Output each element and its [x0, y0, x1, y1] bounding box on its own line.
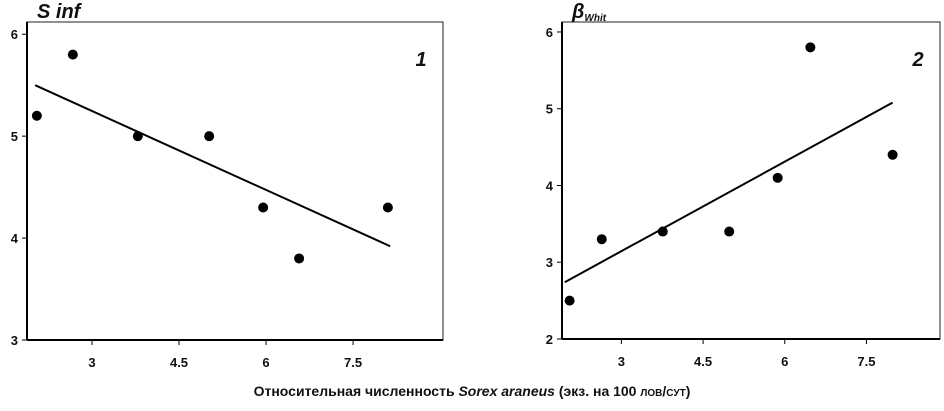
chart-title: βWhit: [571, 1, 607, 24]
x-label-part: (экз. на 100: [555, 383, 640, 399]
x-label-part: Sorex araneus: [458, 383, 555, 399]
x-axis-label: Относительная численность Sorex araneus …: [254, 383, 691, 399]
x-tick-label: 7.5: [857, 354, 875, 369]
data-point: [258, 202, 269, 213]
regression-line: [564, 101, 894, 284]
x-label-part: лов/сут: [640, 383, 685, 399]
x-tick-label: 7.5: [344, 355, 362, 370]
y-tick-label: 4: [11, 231, 19, 246]
chart-title: S inf: [37, 1, 83, 23]
title-main: S inf: [37, 1, 83, 23]
y-tick-label: 3: [11, 333, 18, 348]
x-label-part: Относительная численность: [254, 383, 459, 399]
plot-frame: [26, 21, 444, 341]
panel-number: 2: [911, 49, 923, 71]
data-point: [294, 253, 305, 264]
panel-number: 1: [415, 49, 426, 71]
x-tick-label: 4.5: [694, 354, 712, 369]
data-point: [772, 172, 783, 183]
x-tick-label: 6: [781, 354, 788, 369]
y-tick-label: 5: [546, 102, 553, 117]
data-point: [31, 110, 42, 121]
y-tick-label: 5: [11, 129, 18, 144]
data-point: [132, 131, 143, 142]
data-point: [596, 234, 607, 245]
y-tick-label: 3: [546, 255, 553, 270]
data-point: [657, 226, 668, 237]
data-point: [805, 42, 816, 53]
y-tick-label: 6: [11, 27, 18, 42]
y-tick-label: 2: [546, 332, 553, 347]
x-tick-label: 4.5: [170, 355, 188, 370]
y-tick-label: 6: [546, 25, 553, 40]
x-label-part: ): [686, 383, 691, 399]
title-subscript: Whit: [584, 13, 606, 24]
x-tick-label: 3: [618, 354, 625, 369]
data-point: [887, 149, 898, 160]
data-point: [382, 202, 393, 213]
title-main: β: [571, 1, 584, 23]
regression-line: [34, 84, 391, 248]
y-tick-label: 4: [546, 178, 554, 193]
data-point: [724, 226, 735, 237]
x-tick-label: 6: [262, 355, 269, 370]
data-point: [204, 131, 215, 142]
data-point: [564, 295, 575, 306]
x-tick-label: 3: [88, 355, 95, 370]
data-point: [67, 49, 78, 60]
